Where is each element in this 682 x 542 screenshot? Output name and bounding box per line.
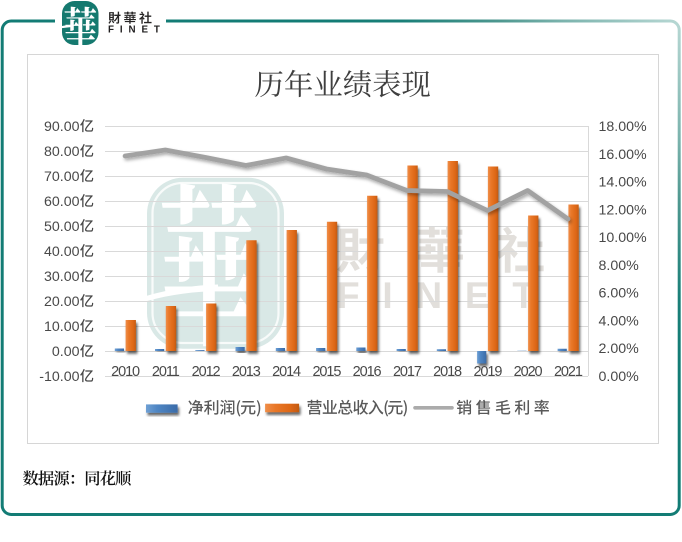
svg-text:2011: 2011 [152, 364, 180, 380]
svg-text:2012: 2012 [192, 364, 221, 380]
svg-text:16.00%: 16.00% [599, 147, 648, 163]
svg-text:2020: 2020 [514, 364, 543, 380]
svg-text:50.00: 50.00 [44, 219, 80, 235]
svg-text:-10.00: -10.00 [39, 369, 79, 385]
svg-text:2.00%: 2.00% [599, 341, 640, 357]
svg-text:10.00%: 10.00% [599, 230, 648, 246]
svg-text:90.00: 90.00 [44, 119, 80, 135]
svg-text:12.00%: 12.00% [599, 202, 648, 218]
svg-text:10.00: 10.00 [44, 319, 80, 335]
svg-text:2021: 2021 [554, 364, 583, 380]
svg-text:FINET: FINET [108, 24, 166, 35]
svg-text:6.00%: 6.00% [599, 286, 640, 302]
svg-text:30.00: 30.00 [44, 269, 80, 285]
svg-text:14.00%: 14.00% [599, 175, 648, 191]
svg-text:2010: 2010 [111, 364, 140, 380]
svg-text:18.00%: 18.00% [599, 119, 648, 135]
svg-text:2014: 2014 [272, 364, 301, 380]
svg-text:2018: 2018 [433, 364, 462, 380]
svg-text:40.00: 40.00 [44, 244, 80, 260]
svg-text:20.00: 20.00 [44, 294, 80, 310]
svg-text:2019: 2019 [473, 364, 502, 380]
svg-text:60.00: 60.00 [44, 194, 80, 210]
svg-text:2013: 2013 [232, 364, 261, 380]
svg-text:0.00%: 0.00% [599, 369, 640, 385]
svg-text:8.00%: 8.00% [599, 258, 640, 274]
svg-text:80.00: 80.00 [44, 144, 80, 160]
svg-text:2015: 2015 [312, 364, 341, 380]
svg-text:0.00: 0.00 [52, 344, 80, 360]
svg-text:2017: 2017 [393, 364, 422, 380]
svg-text:4.00%: 4.00% [599, 313, 640, 329]
svg-text:70.00: 70.00 [44, 169, 80, 185]
svg-text:2016: 2016 [353, 364, 382, 380]
